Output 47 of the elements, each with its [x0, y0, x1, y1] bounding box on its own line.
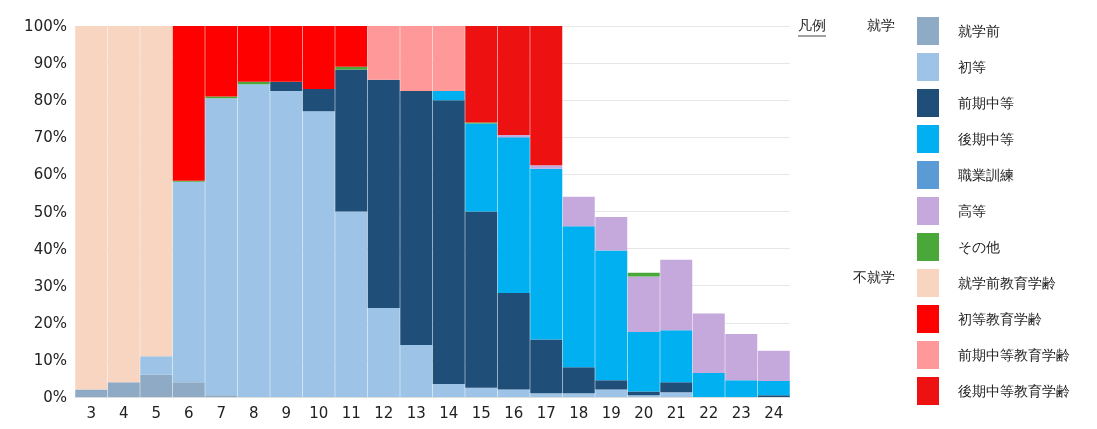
legend-label: 前期中等	[958, 95, 1014, 111]
x-tick-label: 11	[341, 403, 361, 422]
x-tick-label: 18	[569, 403, 589, 422]
legend-label: 高等	[958, 203, 986, 219]
x-tick-label: 8	[248, 403, 259, 422]
x-tick-label: 23	[731, 403, 751, 422]
x-tick-label: 10	[309, 403, 329, 422]
x-tick-label: 13	[406, 403, 426, 422]
y-tick-label: 30%	[33, 276, 67, 295]
x-tick-label: 7	[216, 403, 227, 422]
legend-label: 就学前	[958, 23, 1000, 39]
x-tick-label: 6	[183, 403, 194, 422]
y-tick-label: 100%	[24, 17, 67, 35]
y-tick-label: 40%	[33, 239, 67, 258]
x-tick-label: 4	[118, 403, 129, 422]
legend-label: 前期中等教育学齢	[958, 347, 1070, 363]
x-tick-label: 15	[471, 403, 491, 422]
legend-label: 後期中等	[958, 131, 1014, 147]
x-tick-label: 19	[601, 403, 621, 422]
text: 就学	[867, 17, 895, 33]
y-tick-label: 80%	[33, 91, 67, 110]
legend-label: 職業訓練	[958, 167, 1014, 183]
x-tick-label: 20	[634, 403, 654, 422]
y-tick-label: 50%	[33, 202, 67, 221]
y-tick-label: 60%	[33, 165, 67, 184]
x-tick-label: 16	[504, 403, 524, 422]
y-tick-label: 20%	[33, 313, 67, 332]
x-tick-label: 5	[151, 403, 162, 422]
x-tick-label: 17	[536, 403, 556, 422]
legend-label: その他	[958, 239, 1000, 255]
legend-label: 初等教育学齢	[958, 311, 1042, 327]
legend-title: 凡例	[798, 17, 826, 33]
y-tick-label: 10%	[33, 350, 67, 369]
y-tick-label: 0%	[43, 388, 67, 406]
x-tick-label: 12	[374, 403, 394, 422]
x-tick-label: 9	[281, 403, 292, 422]
x-tick-label: 21	[666, 403, 686, 422]
legend-label: 後期中等教育学齢	[958, 383, 1070, 399]
x-tick-label: 3	[86, 403, 97, 422]
x-tick-label: 14	[439, 403, 459, 422]
x-tick-label: 22	[699, 403, 719, 422]
legend-label: 就学前教育学齢	[958, 275, 1056, 291]
x-tick-label: 24	[764, 403, 784, 422]
y-tick-label: 90%	[33, 54, 67, 73]
legend-label: 初等	[958, 59, 986, 75]
y-tick-label: 70%	[33, 128, 67, 147]
text: 不就学	[853, 269, 895, 285]
